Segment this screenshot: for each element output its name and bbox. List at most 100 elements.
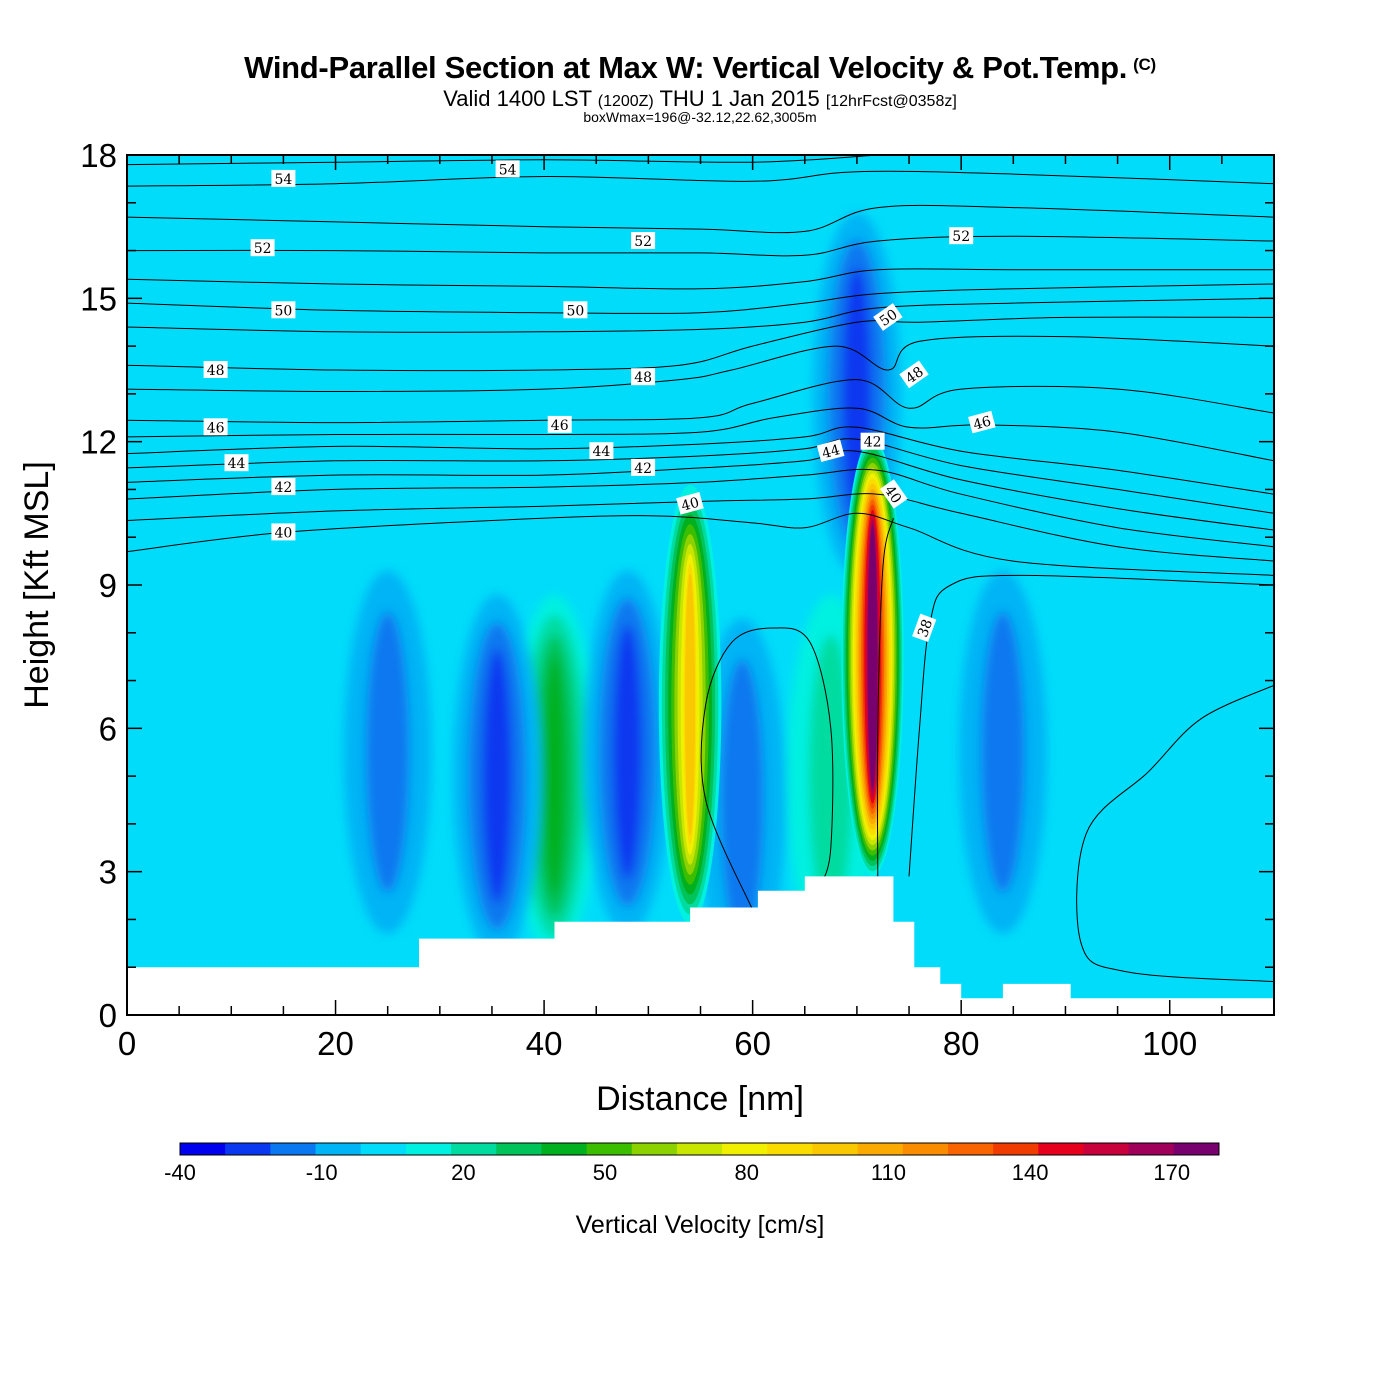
- theta-contour: [127, 283, 1274, 315]
- copyright-mark: (C): [1133, 55, 1156, 74]
- contour-label-text: 42: [634, 461, 652, 477]
- contour-label-text: 44: [820, 442, 841, 462]
- contour-label-box: [873, 303, 903, 331]
- x-tick-label: 20: [317, 1025, 354, 1062]
- theta-contour: [127, 235, 1274, 257]
- contour-label-text: 50: [566, 303, 584, 319]
- contour-label-box: [271, 169, 296, 187]
- contour-label: 38: [912, 613, 937, 643]
- velocity-band-down: [365, 611, 410, 893]
- contour-label-box: [250, 239, 275, 257]
- contour-label: 50: [563, 301, 588, 319]
- contour-label: 40: [271, 523, 296, 541]
- velocity-band-up: [808, 635, 853, 917]
- theta-contour: [127, 316, 1274, 372]
- contour-label: 52: [949, 227, 974, 245]
- contour-label-box: [203, 361, 228, 378]
- colorbar-swatch: [315, 1143, 362, 1155]
- velocity-band-up: [543, 655, 566, 897]
- colorbar-swatch: [360, 1143, 407, 1155]
- contour-label: 42: [860, 432, 885, 451]
- contour-label-box: [631, 368, 656, 386]
- contour-label: 42: [271, 478, 296, 496]
- theta-contour: [127, 468, 1274, 548]
- contour-label-box: [203, 418, 228, 436]
- theta-contour: [127, 379, 1274, 424]
- potential-temperature-contours: [127, 155, 1274, 983]
- contour-label-box: [271, 478, 296, 496]
- chart-title: Wind-Parallel Section at Max W: Vertical…: [0, 50, 1400, 86]
- y-tick-label: 6: [99, 710, 117, 747]
- box-wmax-info: boxWmax=196@-32.12,22.62,3005m: [583, 109, 817, 125]
- theta-contour: [127, 155, 878, 166]
- colorbar: -40 -10 20 50 80 110 140 170: [164, 1142, 1220, 1185]
- velocity-band-down: [612, 625, 643, 880]
- colorbar-swatch: [676, 1143, 723, 1155]
- contour-label: 48: [203, 361, 228, 379]
- colorbar-swatch: [180, 1143, 226, 1155]
- contour-label-text: 44: [228, 456, 246, 472]
- contour-label-box: [631, 458, 656, 476]
- contour-label: 46: [203, 418, 228, 436]
- colorbar-swatch: [405, 1143, 452, 1155]
- contour-label-text: 38: [915, 617, 936, 639]
- y-tick-label: 3: [99, 854, 117, 891]
- contour-label: 52: [631, 232, 656, 250]
- contour-label-text: 40: [274, 525, 292, 541]
- contour-label-box: [912, 613, 937, 643]
- contour-label-box: [816, 439, 845, 463]
- theta-contour: [127, 204, 1274, 234]
- valid-time-line: Valid 1400 LST (1200Z) THU 1 Jan 2015 [1…: [0, 86, 1400, 112]
- contour-label-box: [547, 415, 572, 433]
- y-tick-label: 15: [80, 280, 117, 317]
- y-axis-label: Height [Kft MSL]: [18, 461, 56, 709]
- colorbar-swatch: [993, 1143, 1039, 1155]
- contour-label-box: [879, 479, 908, 509]
- contour-label: 50: [271, 301, 296, 319]
- theta-contour: [908, 574, 1274, 877]
- colorbar-swatch: [857, 1143, 904, 1155]
- x-axis-label: Distance [nm]: [596, 1080, 804, 1118]
- contour-label: 46: [968, 410, 996, 434]
- valid-date: THU 1 Jan 2015: [659, 86, 820, 111]
- contour-label-text: 52: [254, 241, 272, 257]
- contour-label-box: [495, 160, 520, 178]
- y-tick-label: 18: [80, 137, 117, 174]
- contour-label-text: 46: [207, 420, 225, 436]
- contour-label: 48: [631, 368, 656, 386]
- colorbar-swatch: [270, 1143, 317, 1155]
- y-tick-label: 12: [80, 424, 117, 461]
- contour-label: 44: [816, 439, 845, 463]
- terrain-mask: [127, 876, 1274, 1015]
- x-tick-label: 100: [1142, 1025, 1197, 1062]
- contour-label: 44: [224, 454, 249, 472]
- contour-label-box: [899, 360, 929, 389]
- colorbar-swatch: [1083, 1143, 1130, 1155]
- theta-contour: [127, 297, 1274, 333]
- theta-contour: [127, 335, 1274, 393]
- contour-label: 42: [631, 458, 656, 477]
- velocity-band-up: [685, 573, 696, 836]
- contour-label-box: [224, 454, 249, 472]
- colorbar-tick-label: 140: [1012, 1160, 1049, 1185]
- theta-contour: [127, 426, 1274, 495]
- forecast-info: [12hrFcst@0358z]: [825, 93, 957, 110]
- colorbar-swatch: [586, 1143, 633, 1155]
- contour-label-text: 52: [952, 229, 970, 245]
- colorbar-tick-label: -10: [306, 1160, 338, 1185]
- x-tick-label: 40: [526, 1025, 563, 1062]
- colorbar-swatch: [902, 1143, 949, 1155]
- contour-label-text: 46: [972, 414, 993, 434]
- contour-label-text: 54: [274, 172, 292, 188]
- theta-contour: [127, 512, 1274, 576]
- colorbar-swatch: [1173, 1143, 1220, 1155]
- colorbar-swatch: [631, 1143, 678, 1155]
- colorbar-swatch: [541, 1143, 588, 1155]
- contour-label: 52: [250, 239, 275, 257]
- colorbar-tick-label: 170: [1153, 1160, 1190, 1185]
- contour-label: 46: [547, 415, 572, 434]
- contour-label-box: [589, 442, 614, 460]
- colorbar-frame: [179, 1142, 1220, 1156]
- colorbar-swatch: [812, 1143, 859, 1155]
